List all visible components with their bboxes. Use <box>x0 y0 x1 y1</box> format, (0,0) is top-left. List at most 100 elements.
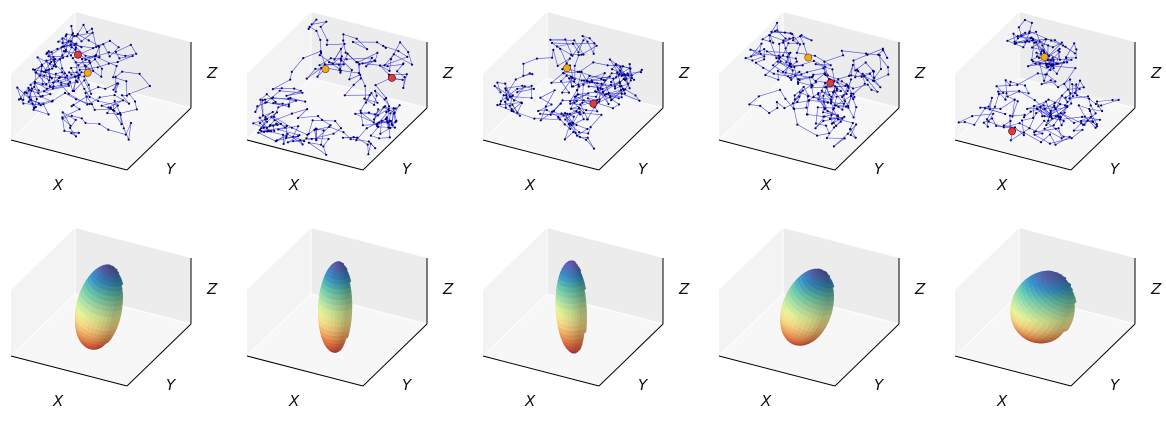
walk-node <box>579 113 581 115</box>
walk-node <box>374 147 376 149</box>
walk-node <box>796 124 798 126</box>
walk-node <box>340 127 342 129</box>
walk-node <box>786 56 788 58</box>
walk-node <box>55 73 57 75</box>
walk-node <box>98 56 100 58</box>
walk-node <box>611 72 613 74</box>
walk-node <box>616 71 618 73</box>
walk-node <box>886 57 888 59</box>
walk-node <box>1071 137 1073 139</box>
walk-node <box>24 91 26 93</box>
walk-node <box>1028 92 1030 94</box>
walk-node <box>569 103 571 105</box>
walk-node <box>71 34 73 36</box>
walk-node <box>370 92 372 94</box>
walk-node <box>382 45 384 47</box>
walk-node <box>759 105 761 107</box>
walk-node <box>92 32 94 34</box>
surface-facet <box>568 278 570 283</box>
end-marker <box>1009 128 1016 135</box>
walk-node <box>135 53 137 55</box>
axes-3d: XYZ <box>711 0 944 205</box>
surface-facet <box>333 294 336 300</box>
walk-node <box>45 60 47 62</box>
walk-node <box>359 74 361 76</box>
walk-node <box>516 112 518 114</box>
walk-node <box>77 64 79 66</box>
walk-node <box>837 118 839 120</box>
walk-node <box>995 125 997 127</box>
walk-node <box>71 115 73 117</box>
walk-node <box>783 107 785 109</box>
walk-node <box>626 72 628 74</box>
walk-node <box>1023 134 1025 136</box>
walk-node <box>277 128 279 130</box>
walk-node <box>329 124 331 126</box>
walk-node <box>776 29 778 31</box>
walk-node <box>988 106 990 108</box>
walk-node <box>16 87 18 89</box>
walk-node <box>1053 67 1055 69</box>
walk-node <box>68 85 70 87</box>
walk-node <box>870 89 872 91</box>
walk-node <box>817 98 819 100</box>
walk-node <box>776 107 778 109</box>
walk-node <box>837 78 839 80</box>
walk-node <box>601 88 603 90</box>
walk-node <box>843 103 845 105</box>
surface-facet <box>580 324 583 330</box>
walk-node <box>57 41 59 43</box>
walk-node <box>833 126 835 128</box>
walk-node <box>376 95 378 97</box>
start-marker <box>322 66 329 73</box>
walk-node <box>585 109 587 111</box>
walk-node <box>312 119 314 121</box>
surface-facet <box>563 314 566 320</box>
walk-node <box>33 109 35 111</box>
surface-facet <box>570 343 573 346</box>
walk-node <box>583 112 585 114</box>
walk-node <box>958 121 960 123</box>
walk-node <box>1080 122 1082 124</box>
walk-node <box>790 66 792 68</box>
walk-node <box>1050 79 1052 81</box>
walk-node <box>104 88 106 90</box>
walk-node <box>1021 119 1023 121</box>
walk-node <box>583 79 585 81</box>
walk-node <box>1088 108 1090 110</box>
walk-node <box>609 76 611 78</box>
walk-node <box>50 61 52 63</box>
walk-node <box>614 85 616 87</box>
walk-node <box>92 70 94 72</box>
axes-3d: XYZ <box>239 0 472 205</box>
walk-node <box>798 96 800 98</box>
walk-node <box>854 76 856 78</box>
walk-node <box>385 47 387 49</box>
walk-node <box>259 117 261 119</box>
walk-node <box>51 100 53 102</box>
walk-node <box>272 111 274 113</box>
walk-node <box>298 134 300 136</box>
walk-node <box>289 97 291 99</box>
walk-node <box>75 48 77 50</box>
walk-node <box>573 39 575 41</box>
walk-node <box>53 65 55 67</box>
walk-node <box>631 74 633 76</box>
walk-node <box>509 105 511 107</box>
walk-node <box>1078 104 1080 106</box>
walk-node <box>1089 110 1091 112</box>
walk-node <box>365 102 367 104</box>
walk-node <box>1007 95 1009 97</box>
walk-node <box>787 42 789 44</box>
walk-node <box>749 49 751 51</box>
surface-facet <box>571 315 574 321</box>
walk-node <box>1040 52 1042 54</box>
walk-node <box>407 51 409 53</box>
surface-facet <box>344 310 347 316</box>
walk-node <box>116 65 118 67</box>
walk-node <box>84 122 86 124</box>
surface-facet <box>575 335 578 339</box>
walk-node <box>80 46 82 48</box>
